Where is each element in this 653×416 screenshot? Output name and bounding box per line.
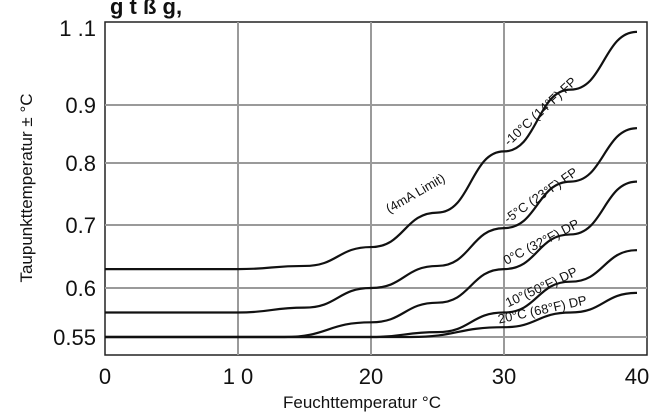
- y-tick-label: 0.9: [65, 93, 96, 118]
- chart-title-fragment: g t ß g,: [110, 0, 182, 19]
- x-tick-label: 40: [625, 364, 649, 389]
- x-tick-label: 1 0: [223, 364, 254, 389]
- y-tick-label: 0.55: [53, 325, 96, 350]
- series-line: [105, 30, 638, 271]
- y-tick-label: 0.7: [65, 213, 96, 238]
- y-tick-label: 0.8: [65, 151, 96, 176]
- y-tick-label: 0.6: [65, 276, 96, 301]
- y-axis-label: Taupunkttemperatur ± °C: [17, 93, 36, 282]
- x-tick-label: 30: [492, 364, 516, 389]
- plot-area: [104, 21, 648, 356]
- y-axis-ticks: 0.55 0.6 0.7 0.8 0.9 1 .1: [53, 16, 96, 350]
- x-tick-label: 20: [359, 364, 383, 389]
- series-line: [104, 291, 638, 339]
- x-axis-label: Feuchttemperatur °C: [283, 393, 441, 412]
- series-line: [105, 127, 638, 314]
- y-tick-label: 1 .1: [59, 16, 96, 41]
- x-tick-label: 0: [99, 364, 111, 389]
- curves: [104, 30, 638, 339]
- x-axis-ticks: 0 1 0 20 30 40: [99, 364, 649, 389]
